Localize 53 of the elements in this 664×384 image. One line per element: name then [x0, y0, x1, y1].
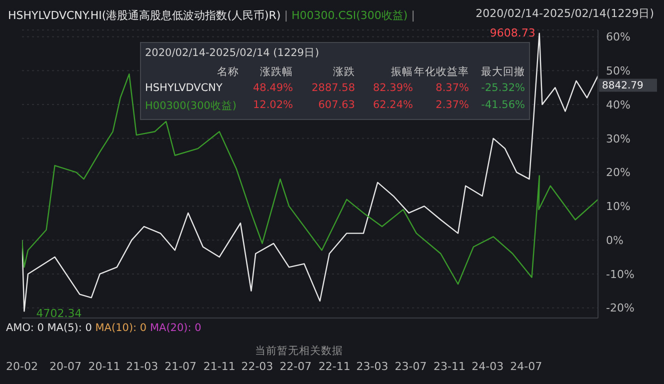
annotation: -41.56%	[480, 99, 525, 111]
annotation: 2887.58	[310, 82, 355, 94]
x-tick-label: 21-03	[126, 360, 158, 373]
x-tick-label: 20-07	[50, 360, 82, 373]
annotation: 48.49%	[252, 82, 293, 94]
x-tick-label: 23-11	[434, 360, 466, 373]
annotation: 2020/02/14-2025/02/14 (1229日)	[145, 46, 320, 60]
x-tick-label: 22-03	[241, 360, 274, 373]
x-tick-label: 22-07	[280, 360, 312, 373]
annotation: 2.37%	[434, 99, 469, 111]
annotation: H00300(300收益)	[145, 99, 238, 113]
y-tick-label: -20%	[606, 302, 634, 315]
annotation: 涨跌幅	[260, 66, 293, 78]
text: 2020/02/14-2025/02/14(1229日)	[476, 6, 654, 21]
annotation: -25.32%	[480, 82, 525, 94]
x-tick-label: 20-02	[6, 360, 38, 373]
annotation: 8.37%	[434, 82, 469, 94]
y-tick-label: 30%	[606, 132, 630, 146]
annotation: 9608.73	[490, 26, 536, 40]
x-tick-label: 24-03	[472, 360, 504, 373]
annotation: 62.24%	[372, 99, 413, 111]
text: |	[411, 9, 415, 22]
annotation: 4702.34	[36, 307, 82, 320]
y-tick-label: 10%	[606, 200, 630, 214]
x-tick-label: 23-07	[394, 360, 427, 373]
annotation: 年化收益率	[413, 65, 469, 79]
text: MA(10): 0	[95, 322, 148, 334]
x-tick-label: 23-03	[356, 360, 388, 373]
text: |	[283, 9, 289, 22]
x-tick-label: 21-07	[164, 360, 197, 373]
text: AMO: 0	[6, 322, 44, 334]
x-tick-label: 24-07	[510, 360, 542, 373]
annotation: 名称	[216, 65, 239, 79]
annotation: 涨跌	[332, 65, 355, 79]
annotation: 82.39%	[372, 82, 413, 94]
y-tick-label: 40%	[606, 98, 630, 112]
annotation: HSHYLVDVCNY	[145, 82, 224, 94]
y-tick-label: 20%	[606, 166, 630, 180]
x-tick-label: 20-11	[88, 360, 120, 373]
text: MA(20): 0	[150, 322, 202, 334]
annotation: 振幅	[390, 65, 413, 79]
y-tick-label: -10%	[606, 268, 634, 281]
y-tick-label: 60%	[606, 30, 630, 44]
x-tick-label: 21-11	[203, 360, 236, 373]
text: 当前暂无相关数据	[254, 344, 344, 358]
annotation: 12.02%	[252, 99, 293, 111]
annotation: 8842.79	[602, 80, 644, 92]
y-tick-label: 0%	[606, 234, 624, 247]
x-tick-label: 22-11	[318, 360, 350, 373]
y-tick-label: 50%	[606, 64, 630, 78]
annotation: 607.63	[317, 99, 355, 111]
text: MA(5): 0	[47, 322, 92, 334]
annotation: 最大回撤	[480, 65, 525, 79]
